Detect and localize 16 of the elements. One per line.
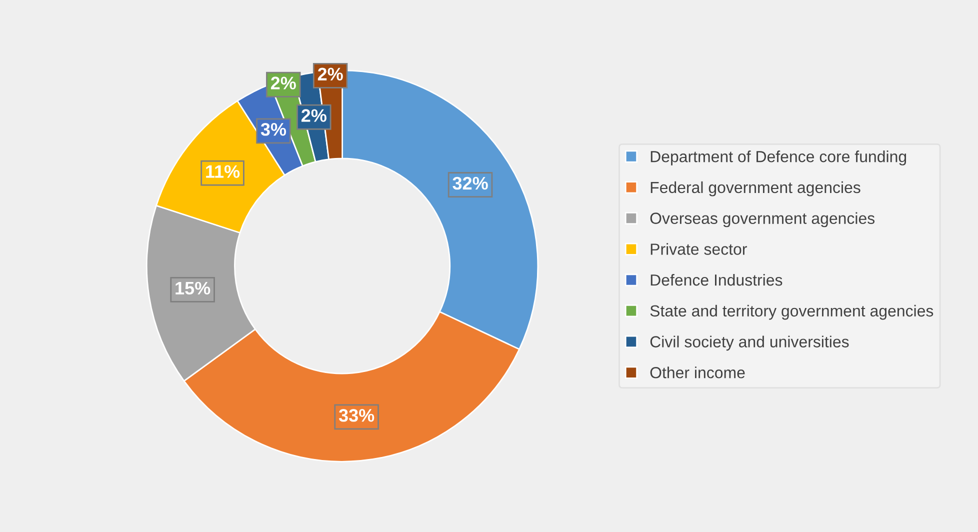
legend-label: Private sector (650, 243, 747, 255)
data-label: 3% (260, 122, 286, 136)
data-label: 11% (206, 165, 240, 178)
data-label: 32% (452, 176, 488, 190)
data-label: 2% (301, 109, 326, 122)
data-label: 15% (176, 282, 210, 295)
legend-label: Other income (650, 366, 745, 378)
data-label: 2% (318, 68, 343, 80)
legend-label: Department of Defence core funding (650, 150, 906, 166)
legend-label: Federal government agencies (650, 181, 860, 196)
data-label: 2% (270, 76, 296, 90)
legend-label: State and territory government agencies (650, 304, 934, 320)
legend-label: Defence Industries (650, 274, 782, 286)
data-label: 33% (338, 408, 374, 422)
legend-label: Civil society and universities (650, 336, 849, 351)
legend-label: Overseas government agencies (650, 212, 875, 228)
